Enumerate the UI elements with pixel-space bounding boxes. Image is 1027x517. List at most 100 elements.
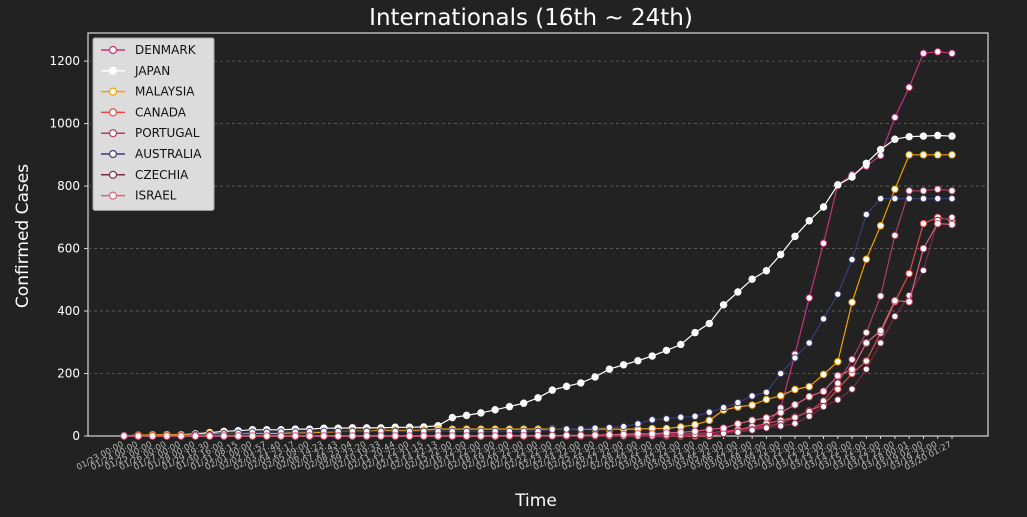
y-tick-label: 0: [72, 429, 80, 443]
data-point: [919, 219, 928, 228]
data-point: [905, 187, 913, 195]
data-point: [919, 151, 928, 159]
data-point: [934, 131, 942, 140]
legend-marker: [108, 87, 118, 96]
data-point: [919, 187, 928, 195]
data-point: [448, 432, 457, 440]
data-point: [891, 135, 899, 143]
data-point: [277, 432, 285, 440]
data-point: [148, 432, 157, 440]
data-point: [862, 210, 871, 219]
legend-label: JAPAN: [134, 64, 170, 78]
data-point: [891, 185, 899, 193]
data-point: [448, 413, 457, 422]
data-point: [848, 365, 856, 374]
data-point: [591, 424, 599, 432]
data-point: [220, 432, 228, 440]
data-point: [876, 194, 885, 203]
data-point: [762, 388, 771, 396]
data-point: [605, 423, 614, 432]
data-point: [734, 288, 742, 296]
data-point: [791, 419, 799, 428]
data-point: [748, 426, 756, 434]
data-point: [762, 267, 771, 275]
data-point: [691, 421, 699, 429]
legend-label: CANADA: [135, 105, 187, 119]
data-point: [662, 429, 671, 437]
data-point: [776, 250, 785, 259]
data-point: [705, 319, 714, 328]
data-point: [662, 346, 671, 355]
legend-marker: [108, 129, 118, 138]
legend-label: ISRAEL: [135, 189, 177, 203]
data-point: [934, 48, 942, 56]
data-point: [848, 255, 856, 264]
data-point: [420, 432, 428, 440]
legend-label: AUSTRALIA: [135, 147, 202, 161]
data-point: [905, 151, 913, 159]
data-point: [705, 416, 714, 425]
data-point: [705, 408, 714, 416]
data-point: [748, 275, 756, 283]
data-point: [848, 385, 856, 393]
data-point: [205, 432, 214, 440]
data-point: [634, 420, 642, 428]
data-point: [691, 328, 699, 337]
data-point: [520, 399, 528, 407]
data-point: [248, 432, 257, 440]
legend-label: MALAYSIA: [135, 85, 195, 99]
data-point: [634, 430, 642, 438]
data-point: [834, 290, 842, 298]
data-point: [948, 194, 956, 203]
data-point: [805, 392, 813, 401]
data-point: [791, 385, 799, 394]
data-point: [934, 185, 942, 193]
legend-label: CZECHIA: [135, 168, 189, 182]
data-point: [905, 133, 913, 141]
data-point: [263, 432, 271, 440]
data-point: [876, 339, 885, 347]
data-point: [948, 132, 956, 140]
data-point: [905, 194, 913, 203]
data-point: [734, 398, 742, 407]
data-point: [791, 232, 799, 241]
data-point: [120, 432, 128, 440]
y-tick-label: 800: [57, 179, 80, 193]
data-point: [791, 401, 799, 409]
data-point: [891, 231, 899, 240]
data-point: [891, 113, 899, 122]
data-point: [734, 420, 742, 428]
data-point: [819, 402, 828, 411]
data-point: [876, 327, 885, 335]
legend-label: DENMARK: [135, 43, 197, 57]
data-point: [677, 428, 685, 436]
data-point: [534, 431, 542, 440]
data-point: [776, 369, 785, 378]
y-axis-label: Confirmed Cases: [13, 164, 33, 308]
legend-item: DENMARK: [101, 43, 197, 57]
data-point: [691, 412, 699, 421]
data-point: [719, 301, 728, 309]
legend-item: AUSTRALIA: [101, 147, 202, 161]
data-point: [805, 412, 813, 421]
data-point: [762, 414, 771, 422]
legend-item: MALAYSIA: [101, 85, 195, 99]
data-point: [691, 427, 699, 436]
series-israel: [120, 219, 956, 440]
data-point: [548, 431, 556, 440]
data-point: [648, 416, 656, 424]
data-point: [948, 49, 956, 58]
data-point: [919, 132, 928, 140]
data-point: [291, 432, 300, 440]
series-group: [120, 48, 956, 440]
data-point: [377, 432, 385, 440]
data-point: [177, 432, 185, 440]
data-point: [505, 431, 514, 440]
data-point: [734, 428, 742, 436]
data-point: [334, 432, 342, 440]
data-point: [891, 194, 899, 203]
data-point: [919, 244, 928, 253]
data-point: [562, 425, 571, 433]
data-point: [648, 430, 656, 438]
